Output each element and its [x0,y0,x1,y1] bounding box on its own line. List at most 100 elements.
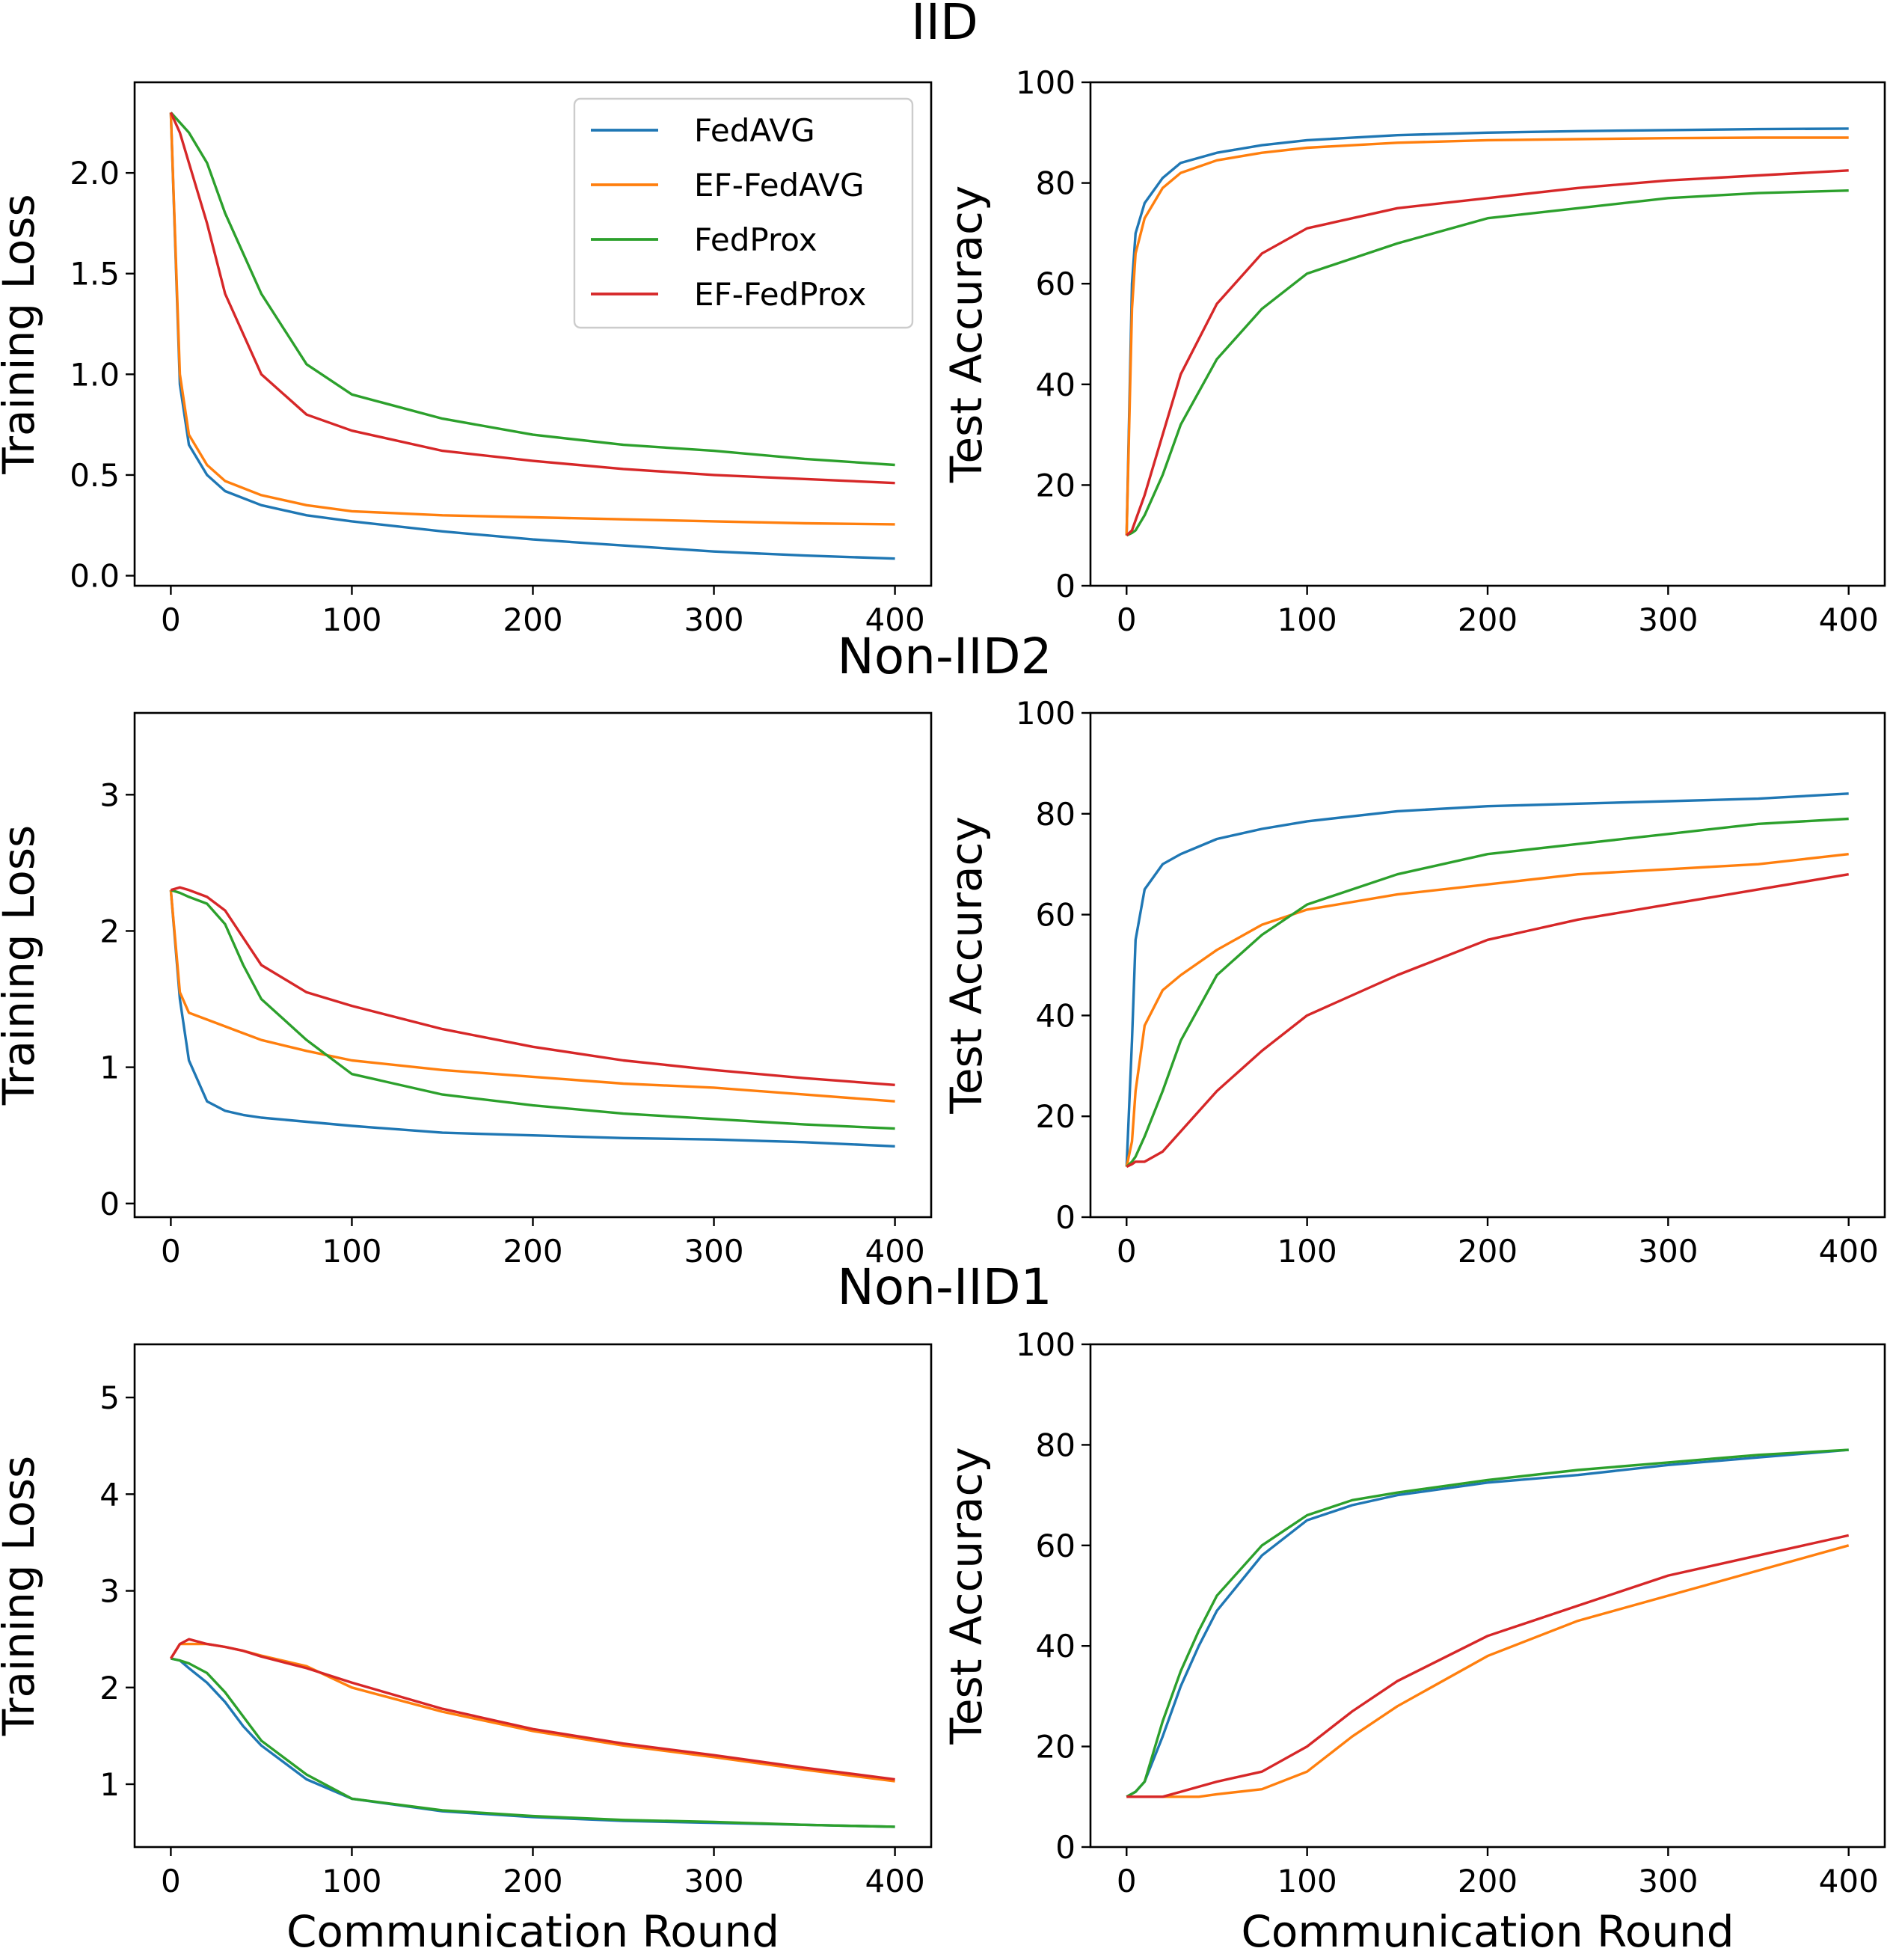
row-title: IID [911,0,978,51]
x-tick-label: 400 [1819,1233,1879,1270]
y-tick-label: 2 [99,913,120,949]
y-tick-label: 100 [1016,64,1076,101]
axes-frame [1089,81,1886,587]
y-tick-label: 40 [1036,367,1076,403]
x-tick-label: 400 [1819,1863,1879,1899]
legend-entry-fedprox: FedProx [694,221,817,258]
y-tick-label: 40 [1036,1628,1076,1665]
legend-entry-fedavg: FedAVG [694,112,815,149]
y-axis-label: Test Accuracy [941,816,992,1114]
series-line-fedavg [1125,127,1849,536]
series-line-ef-fedprox [169,1638,895,1781]
y-tick-label: 1 [99,1766,120,1803]
series-line-fedprox [1126,189,1849,537]
y-axis-label: Training Loss [0,825,44,1106]
x-tick-label: 400 [1819,601,1879,638]
y-axis-label: Training Loss [0,194,44,475]
x-tick-label: 0 [161,601,181,638]
row-title: Non-IID1 [837,1258,1052,1316]
y-tick-label: 3 [99,1573,120,1610]
x-tick-label: 100 [322,601,381,638]
x-tick-label: 0 [161,1863,181,1899]
series-line-fedprox [1126,1448,1849,1798]
series-line-ef-fedavg [169,112,895,526]
series-line-ef-fedavg [169,889,895,1103]
series-line-ef-fedprox [169,111,895,485]
panel-5: 0 100 200 300 400 1 2 3 4 5 Training Loss Communica… [0,1343,933,1957]
series-line-fedavg [169,112,895,560]
y-tick-label: 5 [99,1379,120,1416]
series-line-fedprox [1126,817,1849,1168]
y-tick-label: 0 [1055,568,1076,604]
panel-2: 0 100 200 300 400 0 20 40 60 80 100 Test Accuracy [941,64,1886,638]
x-tick-label: 0 [161,1233,181,1270]
y-axis-label: Test Accuracy [941,1447,992,1745]
row-title: Non-IID2 [837,628,1052,685]
y-tick-label: 1.5 [70,256,120,293]
panel-4: 0 100 200 300 400 0 20 40 60 80 100 Test Accuracy [941,695,1886,1270]
series-line-fedavg [171,1657,895,1828]
y-tick-label: 1 [99,1050,120,1086]
y-tick-label: 60 [1036,266,1076,302]
x-tick-label: 300 [1638,601,1698,638]
y-tick-label: 0 [99,1186,120,1222]
x-tick-label: 100 [322,1863,381,1899]
x-tick-label: 0 [1117,1863,1137,1899]
legend-entry-ef-fedprox: EF-FedProx [694,276,866,313]
y-tick-label: 2 [99,1670,120,1706]
x-tick-label: 400 [865,601,925,638]
y-tick-label: 20 [1036,1098,1076,1135]
y-axis-label: Test Accuracy [941,186,992,483]
x-tick-label: 100 [1277,1863,1337,1899]
series-line-fedprox [170,111,895,467]
x-tick-label: 300 [684,1863,743,1899]
y-axis-label: Training Loss [0,1456,44,1737]
y-tick-label: 100 [1016,695,1076,732]
legend-entry-ef-fedavg: EF-FedAVG [694,167,865,203]
x-tick-label: 300 [1638,1233,1698,1270]
x-tick-label: 300 [684,601,743,638]
legend: FedAVG EF-FedAVG FedProx EF-FedProx [573,97,914,329]
y-tick-label: 80 [1036,796,1076,833]
x-tick-label: 300 [1638,1863,1698,1899]
x-tick-label: 100 [322,1233,381,1270]
y-tick-label: 20 [1036,467,1076,503]
y-tick-label: 60 [1036,1528,1076,1564]
y-tick-label: 1.0 [70,356,120,393]
y-tick-label: 4 [99,1476,120,1513]
series-line-ef-fedavg [1126,1544,1850,1798]
x-tick-label: 200 [1458,1233,1518,1270]
y-tick-label: 60 [1036,897,1076,934]
x-tick-label: 400 [865,1233,925,1270]
y-tick-label: 40 [1036,997,1076,1034]
y-tick-label: 20 [1036,1729,1076,1765]
series-line-fedavg [1126,1448,1849,1798]
axes-frame [1089,711,1886,1219]
y-tick-label: 0.0 [70,558,120,595]
series-line-ef-fedprox [1126,1534,1850,1798]
y-tick-label: 80 [1036,165,1076,202]
series-line-ef-fedprox [170,886,895,1086]
axes-frame [1089,1343,1886,1849]
series-line-ef-fedavg [169,1642,895,1783]
y-tick-label: 3 [99,777,120,813]
series-line-ef-fedavg [1125,853,1849,1167]
y-tick-label: 2.0 [70,155,120,192]
legend-box [573,97,914,329]
x-tick-label: 200 [1458,1863,1518,1899]
series-line-fedavg [169,889,895,1148]
x-tick-label: 0 [1117,1233,1137,1270]
panel-3: 0 100 200 300 400 0 1 2 3 Training Loss [0,711,933,1270]
y-tick-label: 0.5 [70,457,120,494]
panel-6: 0 100 200 300 400 0 20 40 60 80 100 Test Accuracy Co… [941,1326,1886,1957]
x-tick-label: 100 [1277,1233,1337,1270]
x-tick-label: 0 [1117,601,1137,638]
y-tick-label: 80 [1036,1427,1076,1463]
series-line-ef-fedavg [1125,136,1849,536]
series-line-ef-fedprox [1126,873,1849,1169]
series-line-fedprox [171,1657,895,1828]
x-tick-label: 100 [1277,601,1337,638]
x-tick-label: 200 [1458,601,1518,638]
panel-1: 0 100 200 300 400 0.0 0.5 1.0 1.5 2.0 Training Los… [0,81,933,638]
